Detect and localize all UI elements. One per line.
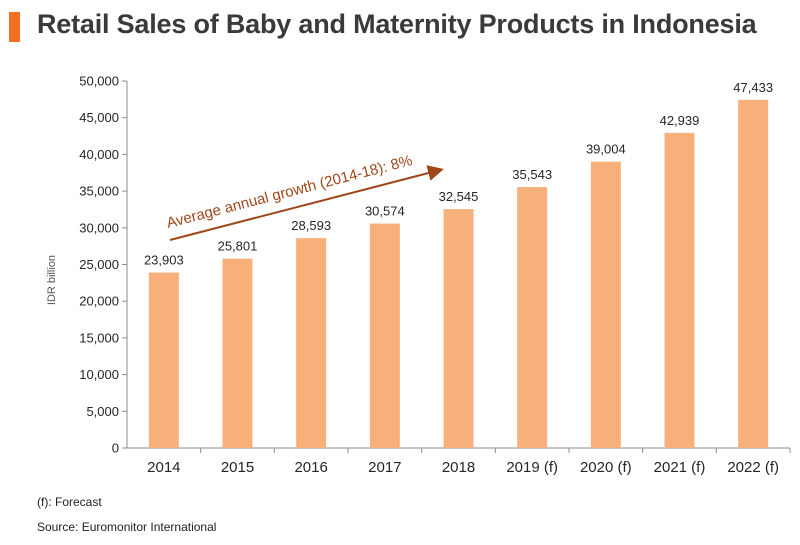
y-tick-label: 45,000 [79,110,119,125]
bar [590,161,621,449]
title-accent-bar [9,12,20,42]
bar-chart: 0 5,000 10,000 15,000 20,000 25,000 30,000 35,0… [79,74,791,476]
x-tick-label: 2018 [442,459,475,476]
bar [517,187,548,448]
forecast-note: (f): Forecast [37,495,102,509]
source-note: Source: Euromonitor International [37,520,217,534]
bar [443,209,474,448]
x-tick-label: 2021 (f) [654,459,706,476]
y-tick-label: 20,000 [79,294,119,309]
x-tick-label: 2022 (f) [727,459,779,476]
x-tick-label: 2017 [368,459,401,476]
bar [222,258,253,448]
y-tick-label: 0 [112,441,119,456]
page-title: Retail Sales of Baby and Maternity Produ… [37,9,757,39]
data-label: 25,801 [218,239,258,254]
y-axis-label-wrap: IDR billion [22,255,82,305]
x-tick-label: 2014 [147,459,180,476]
data-label: 30,574 [365,204,405,219]
data-label: 39,004 [586,142,626,157]
data-label: 28,593 [291,218,331,233]
y-tick-label: 15,000 [79,330,119,345]
x-tick-label: 2016 [294,459,327,476]
y-tick-label: 50,000 [79,74,119,89]
bar [738,99,769,448]
bar [148,272,179,448]
y-tick-label: 30,000 [79,220,119,235]
growth-annotation: Average annual growth (2014-18): 8% [165,152,414,232]
x-tick-label: 2020 (f) [580,459,632,476]
bar [664,132,695,448]
x-tick-label: 2019 (f) [506,459,558,476]
y-tick-label: 5,000 [86,404,119,419]
growth-arrow [169,165,444,241]
data-label: 23,903 [144,253,184,268]
y-tick-label: 35,000 [79,184,119,199]
data-label: 47,433 [733,80,773,95]
bar [369,223,400,448]
y-tick-label: 40,000 [79,147,119,162]
y-tick-label: 10,000 [79,367,119,382]
data-label: 42,939 [660,113,700,128]
y-tick-label: 25,000 [79,257,119,272]
data-label: 32,545 [439,189,479,204]
x-tick-label: 2015 [221,459,254,476]
bar [296,238,327,448]
data-label: 35,543 [512,167,552,182]
y-axis-label: IDR billion [46,254,58,306]
